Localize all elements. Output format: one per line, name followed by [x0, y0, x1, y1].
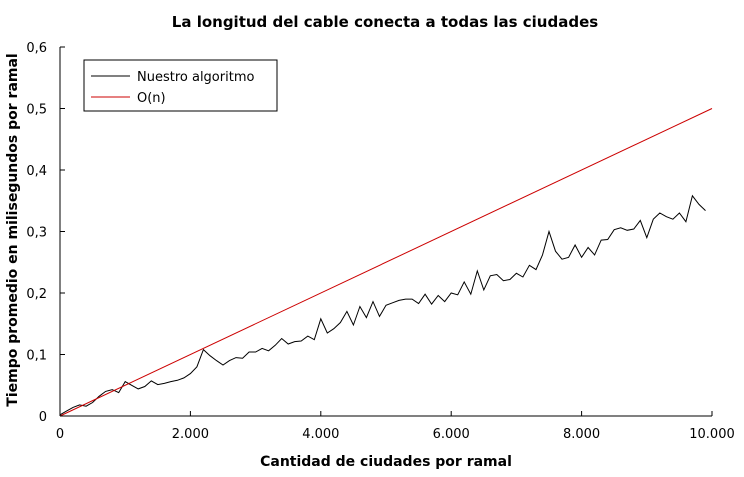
series-lines: [59, 108, 713, 417]
series-line-0: [59, 194, 706, 416]
y-tick-label: 0,2: [26, 287, 47, 302]
x-axis-label: Cantidad de ciudades por ramal: [260, 454, 512, 470]
series-line-1: [59, 108, 713, 417]
legend-label-on: O(n): [137, 91, 166, 106]
y-axis-label: Tiempo promedio en milisegundos por rama…: [5, 53, 21, 406]
y-tick-label: 0,6: [26, 41, 47, 56]
y-tick-label: 0: [39, 410, 47, 425]
x-tick-label: 0: [56, 427, 64, 442]
legend-box: [83, 59, 278, 112]
x-tick-label: 6.000: [433, 427, 470, 442]
x-tick-label: 2.000: [172, 427, 209, 442]
x-tick-label: 4.000: [302, 427, 339, 442]
y-ticks: 0 0,1 0,2 0,3 0,4 0,5 0,6: [26, 41, 65, 425]
x-tick-label: 8.000: [563, 427, 600, 442]
y-tick-label: 0,1: [26, 349, 47, 364]
legend: Nuestro algoritmo O(n): [83, 59, 278, 112]
legend-label-nuestro-algoritmo: Nuestro algoritmo: [137, 70, 254, 85]
y-tick-label: 0,3: [26, 226, 47, 241]
x-ticks: 0 2.000 4.000 6.000 8.000 10.000: [56, 411, 735, 442]
chart-title: La longitud del cable conecta a todas la…: [172, 13, 598, 31]
x-tick-label: 10.000: [689, 427, 735, 442]
y-tick-label: 0,5: [26, 103, 47, 118]
y-tick-label: 0,4: [26, 164, 47, 179]
